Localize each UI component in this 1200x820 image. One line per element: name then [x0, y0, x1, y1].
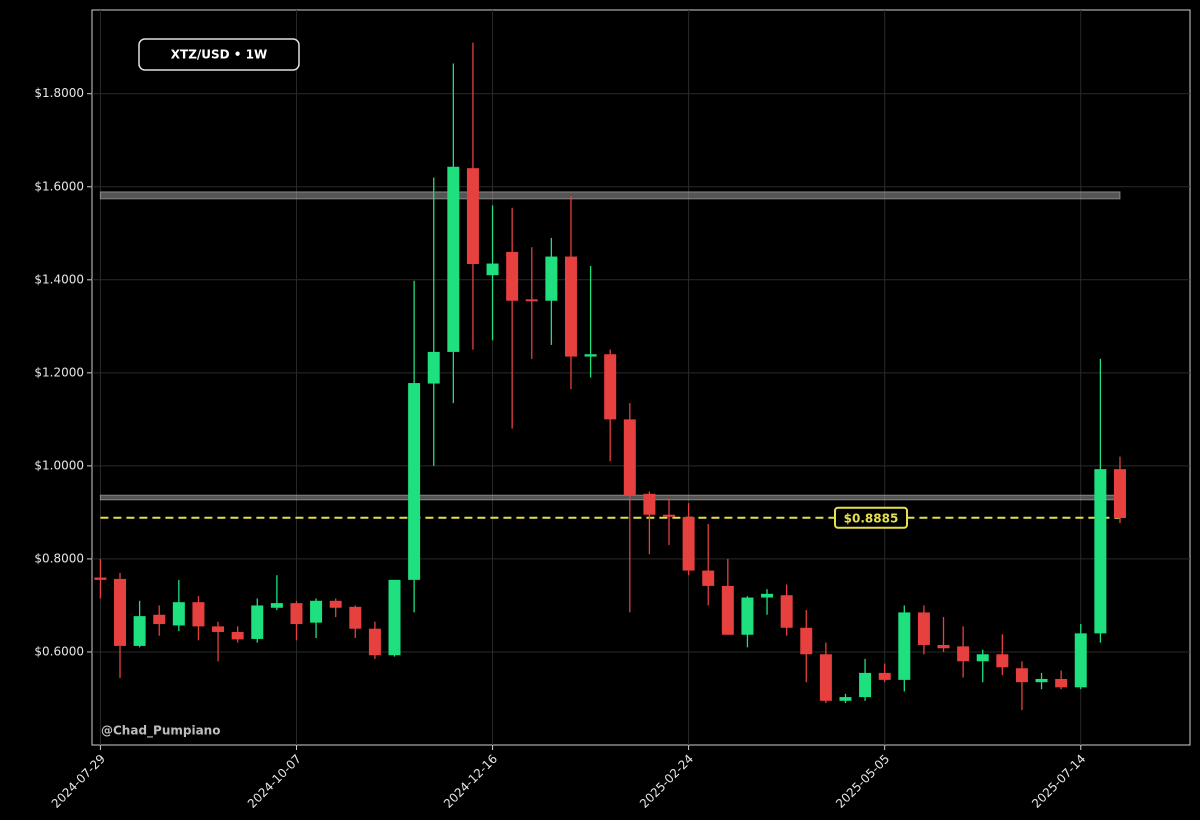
title-box — [138, 38, 300, 71]
candle-body — [976, 654, 989, 662]
candle-body — [917, 612, 930, 645]
candle-body — [1035, 678, 1048, 683]
candle-body — [172, 602, 185, 626]
candle-body — [996, 654, 1009, 668]
candle-body — [525, 299, 538, 302]
watermark: @Chad_Pumpiano — [101, 724, 220, 739]
candle-body — [368, 628, 381, 656]
resistance-zone — [99, 191, 1121, 200]
candle-body — [721, 585, 734, 635]
candle-body — [623, 419, 636, 496]
candle-body — [859, 672, 872, 698]
x-tick-label: 2025-07-14 — [1029, 752, 1088, 811]
y-tick-label: $0.6000 — [34, 644, 84, 658]
candle-body — [212, 626, 225, 632]
candle-body — [761, 593, 774, 598]
candle-body — [819, 654, 832, 701]
y-tick-label: $1.6000 — [34, 179, 84, 193]
candle-body — [564, 256, 577, 357]
x-tick-label: 2025-02-24 — [637, 752, 696, 811]
candle-body — [94, 577, 107, 580]
candle-body — [800, 627, 813, 655]
candle-body — [604, 354, 617, 420]
y-tick-label: $1.0000 — [34, 458, 84, 472]
candle-body — [937, 644, 950, 649]
candle-body — [702, 570, 715, 586]
candle-body — [114, 578, 127, 646]
candle-body — [780, 595, 793, 628]
candle-body — [427, 351, 440, 384]
candle-body — [839, 697, 852, 701]
candle-body — [486, 263, 499, 276]
y-tick-label: $1.8000 — [34, 86, 84, 100]
candle-body — [447, 166, 460, 352]
candle-body — [329, 600, 342, 608]
candle-body — [1015, 668, 1028, 683]
candle-body — [663, 514, 676, 517]
candle-body — [290, 603, 303, 625]
candle-body — [388, 579, 401, 656]
x-tick-label: 2025-05-05 — [833, 752, 892, 811]
candle-body — [1074, 633, 1087, 688]
y-tick-label: $0.8000 — [34, 551, 84, 565]
candle-body — [878, 672, 891, 680]
candle-body — [643, 493, 656, 515]
candle-body — [270, 603, 283, 608]
candle-body — [153, 614, 166, 625]
candle-body — [584, 354, 597, 357]
price-label: $0.8885 — [844, 511, 899, 525]
candle-body — [1094, 469, 1107, 634]
price-label-box — [834, 506, 908, 529]
candle-body — [898, 612, 911, 680]
resistance-zone — [99, 494, 1121, 501]
candle-body — [133, 616, 146, 646]
candle-body — [192, 602, 205, 627]
x-tick-label: 2024-12-16 — [441, 752, 500, 811]
candle-body — [682, 517, 695, 571]
x-tick-label: 2024-07-29 — [49, 752, 108, 811]
candle-body — [466, 168, 479, 264]
plot-frame — [91, 9, 1191, 746]
candle-body — [957, 646, 970, 662]
candle-body — [231, 631, 244, 640]
y-tick-label: $1.2000 — [34, 365, 84, 379]
chart-title: XTZ/USD • 1W — [171, 48, 267, 62]
candle-body — [506, 251, 519, 301]
candle-body — [251, 605, 264, 639]
y-tick-label: $1.4000 — [34, 272, 84, 286]
candle-body — [545, 256, 558, 301]
x-tick-label: 2024-10-07 — [245, 752, 304, 811]
candle-body — [1113, 469, 1126, 518]
candle-body — [1055, 678, 1068, 688]
candle-body — [408, 383, 421, 580]
candle-body — [310, 600, 323, 623]
candle-body — [349, 606, 362, 629]
candle-body — [741, 597, 754, 635]
